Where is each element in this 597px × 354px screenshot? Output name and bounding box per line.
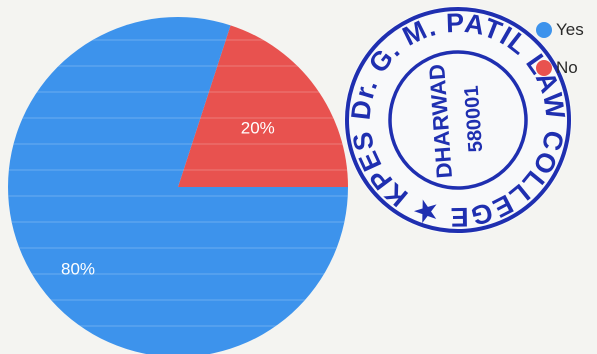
legend-swatch-no — [536, 60, 552, 76]
stamp-pin: 580001 — [461, 85, 488, 153]
pie-label-yes: 80% — [61, 259, 95, 278]
legend-label-yes: Yes — [556, 20, 584, 39]
pie-slice-yes — [8, 17, 348, 354]
legend-item-yes: Yes — [536, 20, 584, 40]
stamp-background — [344, 6, 572, 234]
legend-item-no: No — [536, 58, 584, 78]
pie-data-labels: 20% 80% — [61, 119, 275, 279]
legend-swatch-yes — [536, 22, 552, 38]
pie-label-no: 20% — [241, 119, 275, 138]
stamp-inner-ring — [388, 50, 528, 190]
legend-label-no: No — [556, 58, 578, 77]
stamp-outer-ring — [345, 7, 571, 233]
pie-chart — [8, 17, 348, 354]
pie-slice-no — [178, 25, 348, 188]
chart-legend: Yes No — [536, 20, 584, 96]
